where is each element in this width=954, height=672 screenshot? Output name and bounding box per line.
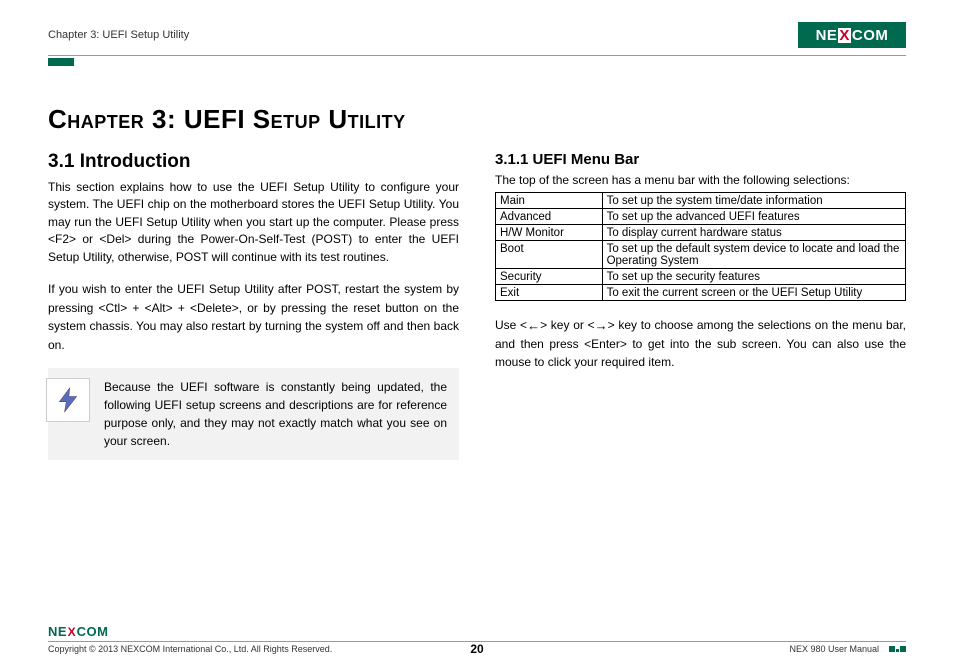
table-cell: To exit the current screen or the UEFI S… (602, 285, 905, 301)
menu-bar-table: MainTo set up the system time/date infor… (495, 192, 906, 301)
table-cell: Boot (496, 241, 603, 269)
menu-intro: The top of the screen has a menu bar wit… (495, 172, 906, 189)
table-cell: To set up the security features (602, 269, 905, 285)
table-cell: H/W Monitor (496, 225, 603, 241)
logo-x: X (838, 28, 851, 43)
section-title: 3.1 Introduction (48, 151, 459, 173)
intro-para-1: This section explains how to use the UEF… (48, 179, 459, 266)
header-divider (48, 55, 906, 56)
table-cell: To display current hardware status (602, 225, 905, 241)
table-row: AdvancedTo set up the advanced UEFI feat… (496, 209, 906, 225)
table-row: MainTo set up the system time/date infor… (496, 193, 906, 209)
left-arrow-icon: ← (527, 318, 540, 333)
header-breadcrumb: Chapter 3: UEFI Setup Utility (48, 29, 189, 41)
lightning-icon (46, 378, 90, 422)
right-arrow-icon: → (595, 318, 608, 333)
table-cell: To set up the default system device to l… (602, 241, 905, 269)
table-row: BootTo set up the default system device … (496, 241, 906, 269)
navigation-hint: Use <←> key or <→> key to choose among t… (495, 317, 906, 371)
chapter-title: Chapter 3: UEFI Setup Utility (48, 104, 459, 135)
table-row: ExitTo exit the current screen or the UE… (496, 285, 906, 301)
footer-glyph-icon (889, 646, 906, 652)
table-cell: Exit (496, 285, 603, 301)
table-row: SecurityTo set up the security features (496, 269, 906, 285)
table-cell: Main (496, 193, 603, 209)
accent-bar (48, 58, 74, 66)
note-callout: Because the UEFI software is constantly … (48, 368, 459, 460)
doc-title: NEX 980 User Manual (789, 644, 879, 654)
footer-logo: NEXCOM (48, 624, 108, 639)
page-number: 20 (470, 642, 483, 656)
subsection-title: 3.1.1 UEFI Menu Bar (495, 151, 906, 168)
table-cell: Advanced (496, 209, 603, 225)
logo-pre: NE (816, 27, 838, 44)
logo-post: COM (852, 27, 889, 44)
table-row: H/W MonitorTo display current hardware s… (496, 225, 906, 241)
table-cell: To set up the advanced UEFI features (602, 209, 905, 225)
table-cell: Security (496, 269, 603, 285)
brand-logo: NEXCOM (798, 22, 906, 48)
copyright-text: Copyright © 2013 NEXCOM International Co… (48, 644, 332, 654)
table-cell: To set up the system time/date informati… (602, 193, 905, 209)
callout-text: Because the UEFI software is constantly … (104, 378, 447, 450)
intro-para-2: If you wish to enter the UEFI Setup Util… (48, 280, 459, 354)
